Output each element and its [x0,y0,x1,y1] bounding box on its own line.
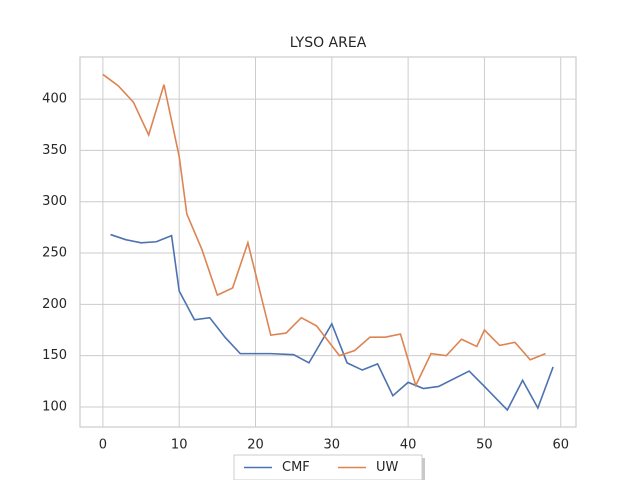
plot-frame [79,56,577,428]
x-tick-label: 0 [99,438,107,453]
legend-label: UW [376,460,399,475]
y-tick-label: 350 [42,143,67,158]
y-tick-label: 200 [42,297,67,312]
x-tick-label: 40 [400,438,417,453]
x-tick-label: 10 [171,438,188,453]
y-tick-label: 100 [42,399,67,414]
x-tick-label: 50 [476,438,493,453]
y-tick-label: 150 [42,348,67,363]
x-tick-label: 30 [324,438,341,453]
chart-title: LYSO AREA [290,35,367,51]
line-series [102,73,546,388]
legend-label: CMF [282,460,310,475]
line-series [110,233,554,412]
y-tick-label: 250 [42,246,67,261]
y-tick-label: 300 [42,194,67,209]
x-tick-label: 60 [552,438,569,453]
y-tick-label: 400 [42,92,67,107]
x-tick-label: 20 [247,438,264,453]
